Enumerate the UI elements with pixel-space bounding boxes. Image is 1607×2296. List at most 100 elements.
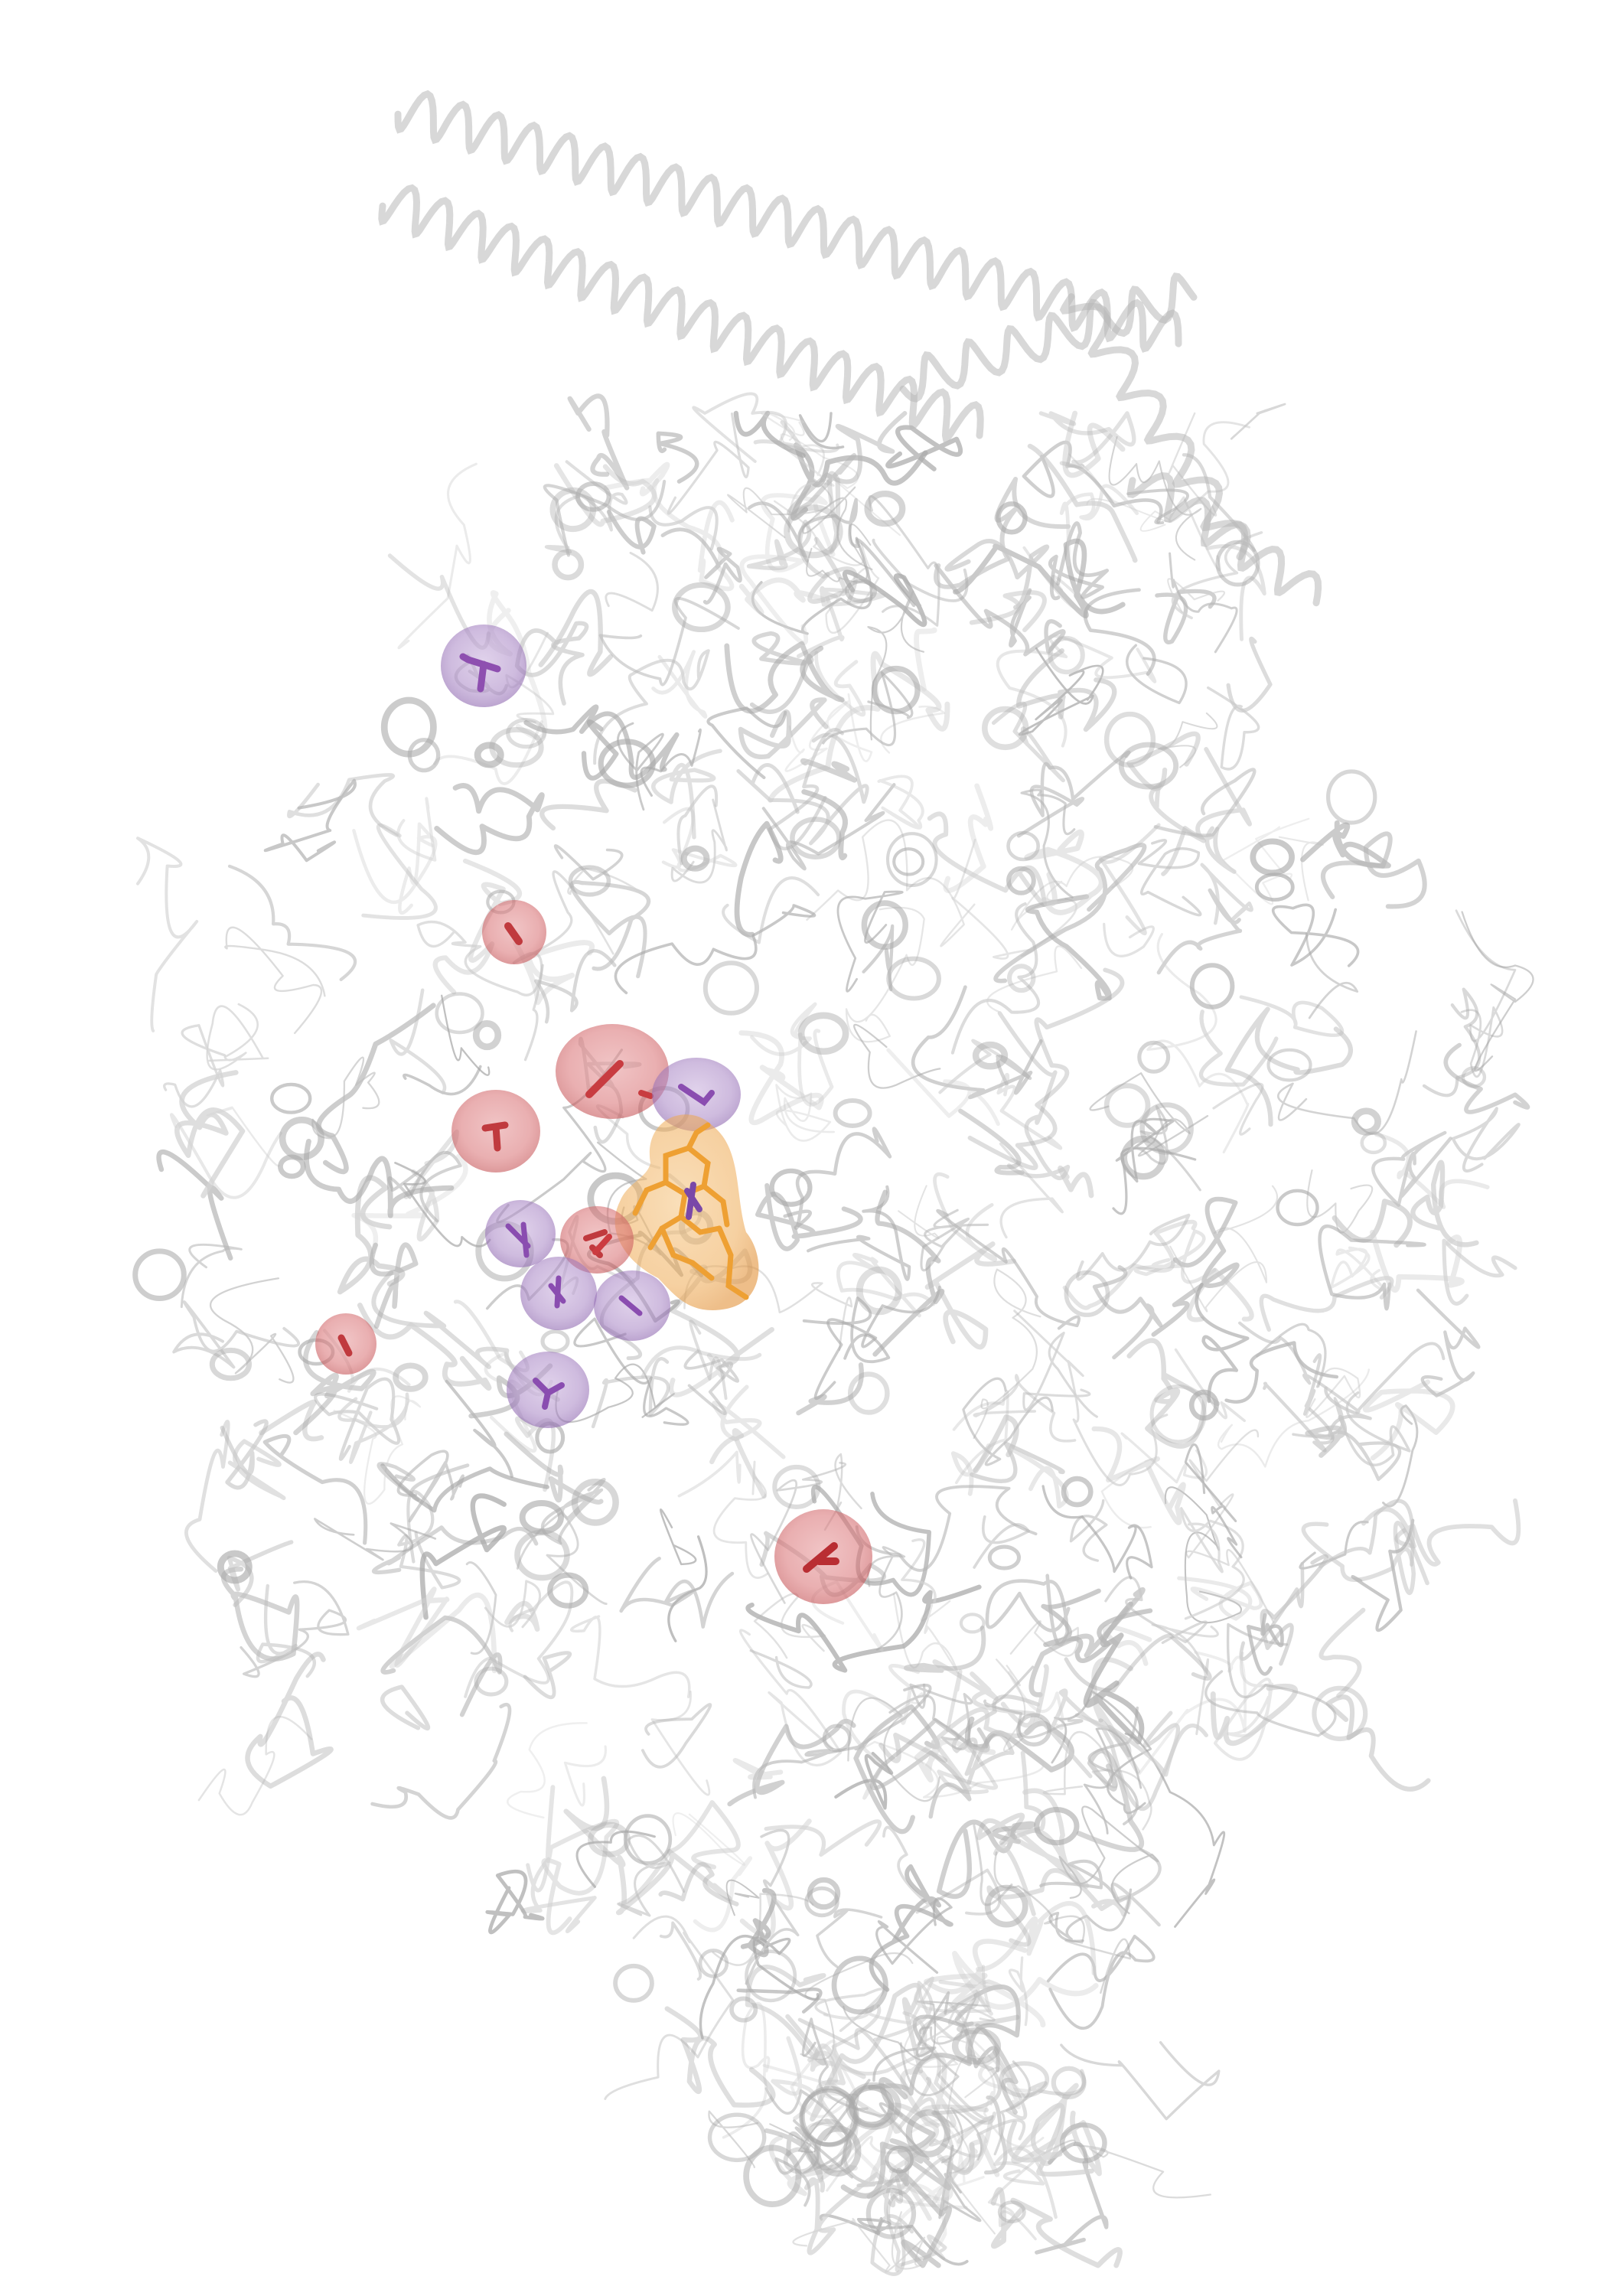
ribbon-strand: [245, 1652, 334, 1789]
ribbon-helix-turn: [1061, 1476, 1094, 1508]
ribbon-strand: [370, 1702, 512, 1820]
ribbon-strand: [351, 1153, 468, 1254]
ribbon-strand: [983, 1665, 1084, 1739]
ribbon-strand: [986, 945, 1083, 1013]
ribbon-strand: [1224, 1006, 1354, 1127]
ribbon-strand: [1239, 1561, 1305, 1661]
ribbon-strand: [224, 926, 326, 1035]
ribbon-strand: [893, 2164, 968, 2210]
ribbon-helix-turn: [1064, 1270, 1110, 1317]
ribbon-strand: [914, 627, 937, 692]
ribbon-strand: [1374, 1132, 1490, 1209]
ribbon-helix-turn: [623, 1814, 673, 1865]
ribbon-strand: [1038, 411, 1136, 469]
ribbon-helix-turn: [571, 1479, 619, 1526]
ribbon-strand: [1259, 1276, 1394, 1332]
ribbon-strand: [990, 2187, 1123, 2268]
ribbon-strand: [641, 1345, 762, 1378]
ribbon-strand: [1184, 1443, 1243, 1559]
ribbon-strand: [389, 1592, 497, 1674]
ribbon-strand: [987, 2151, 1046, 2241]
ribbon-strand: [513, 940, 595, 1006]
ribbon-strand: [523, 1651, 572, 1700]
ribbon-strand: [796, 1362, 864, 1416]
ribbon-strand: [262, 1433, 368, 1545]
ribbon-strand: [931, 1664, 1049, 1792]
ribbon-strand: [1410, 1159, 1479, 1247]
ribbon-strand: [826, 2135, 916, 2192]
ribbon-strand: [1362, 1379, 1455, 1461]
ribbon-strand: [1217, 1368, 1370, 1468]
ribbon-strand: [1324, 1386, 1402, 1482]
ribbon-helix-turn: [959, 1613, 986, 1634]
ribbon-strand: [651, 748, 722, 840]
ribbon-strand: [1091, 1657, 1140, 1774]
ribbon-strand: [796, 586, 886, 659]
ribbon-strand: [604, 1915, 735, 2100]
ribbon-strand: [371, 1270, 560, 1402]
ribbon-strand: [1260, 1554, 1329, 1666]
ribbon-strand: [614, 904, 817, 995]
ribbon-helix-turn: [217, 1550, 253, 1584]
ribbon-strand: [553, 844, 624, 881]
ribbon-strand: [904, 1626, 986, 1673]
ribbon-strand: [760, 412, 805, 441]
ribbon-helix-turn: [474, 742, 504, 768]
ribbon-helix-turn: [568, 865, 611, 897]
ribbon-strand: [996, 1658, 1026, 1752]
ribbon-strand: [1137, 839, 1202, 917]
ribbon-strand: [1230, 403, 1286, 440]
ribbon-helix-turn: [822, 1724, 852, 1753]
ribbon-helix-turn: [1312, 1685, 1368, 1742]
ribbon-strand: [1271, 903, 1360, 967]
ribbon-strand: [983, 2095, 1008, 2175]
ribbon-strand: [376, 1462, 470, 1502]
ribbon-strand: [999, 1142, 1064, 1239]
ribbon-strand: [1006, 2102, 1094, 2177]
helix-coil: [378, 184, 984, 443]
ribbon-strand: [504, 1600, 540, 1632]
ribbon-helix-turn: [886, 956, 941, 1001]
ribbon-strand: [738, 577, 830, 615]
ribbon-strand: [689, 1319, 728, 1401]
ribbon-strand: [768, 2112, 932, 2221]
ribbon-strand: [734, 820, 784, 938]
ribbon-strand: [337, 1175, 406, 1295]
ribbon-strand: [1319, 1607, 1366, 1698]
ribbon-strand: [664, 2006, 776, 2108]
ribbon-strand: [593, 649, 710, 765]
acidic-residue-site-5: [315, 1313, 376, 1375]
ribbon-strand: [877, 775, 924, 830]
ribbon-strand: [814, 1988, 885, 2033]
ribbon-strand: [538, 589, 614, 677]
ribbon-strand: [798, 412, 845, 450]
ribbon-strand: [1416, 1288, 1481, 1397]
ribbon-helix-turn: [519, 1500, 564, 1535]
ribbon-strand: [886, 1048, 1000, 1127]
ribbon-strand: [618, 1800, 741, 1906]
ribbon-strand: [1024, 829, 1104, 915]
ribbon-strand: [1318, 1225, 1426, 1311]
ribbon-strand: [1212, 1082, 1264, 1136]
ribbon-strand: [976, 1812, 1025, 1845]
ribbon-helix-turn: [1006, 830, 1041, 862]
ribbon-strand: [1039, 1859, 1116, 1899]
ribbon-strand: [1168, 412, 1217, 517]
ribbon-helix-turn: [472, 1020, 502, 1051]
ribbon-strand: [936, 1208, 1081, 1330]
ribbon-strand: [1246, 1613, 1284, 1676]
ribbon-strand: [845, 906, 925, 1043]
ribbon-helix-turn: [474, 1666, 509, 1697]
ribbon-strand: [856, 1692, 1045, 1799]
ribbon-helix-turn: [1139, 1102, 1194, 1155]
ribbon-helix-turn: [1461, 1066, 1487, 1088]
ribbon-strand: [156, 1149, 233, 1261]
polar-residue-site-6: [507, 1352, 589, 1428]
ribbon-strand: [1164, 1486, 1242, 1624]
ribbon-strand: [337, 1392, 409, 1464]
ribbon-strand: [1083, 588, 1156, 676]
protein-ribbon: [132, 392, 1534, 2276]
ribbon-strand: [1442, 1238, 1517, 1306]
